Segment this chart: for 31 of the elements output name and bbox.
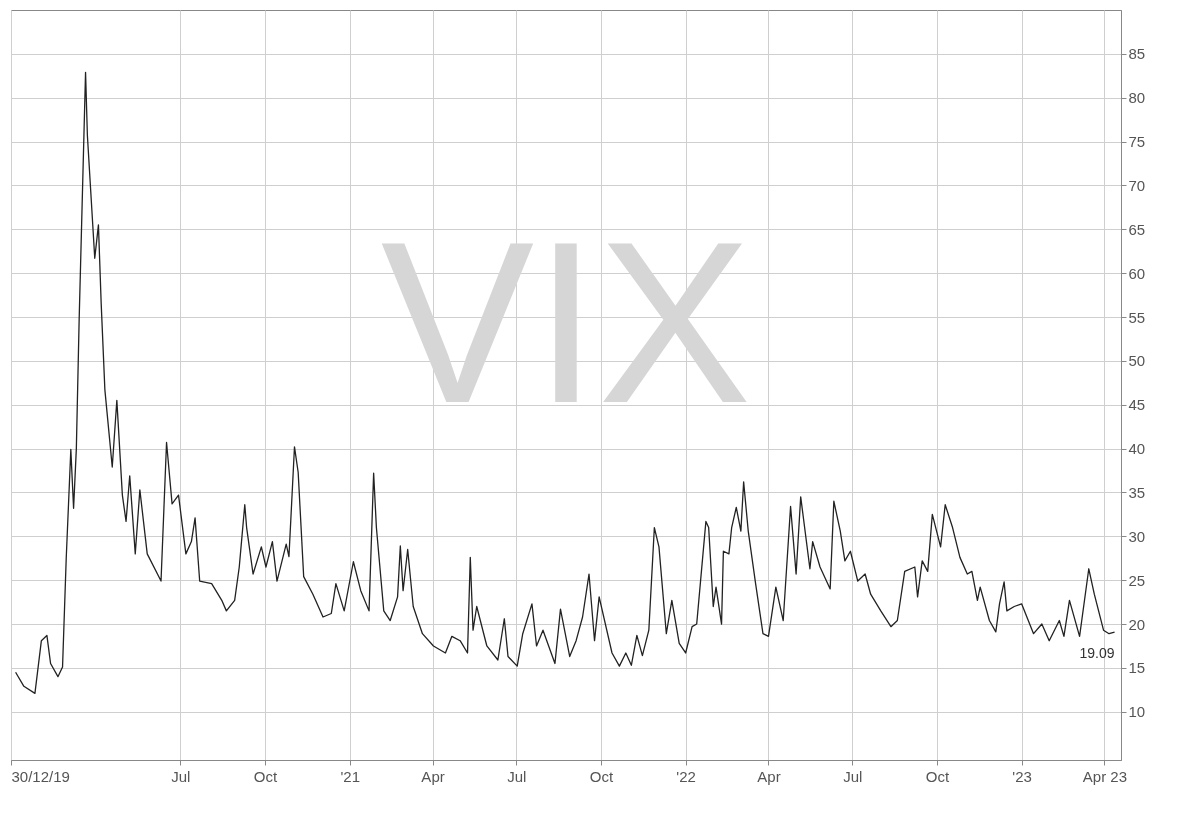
y-tick-label: 50 — [1128, 352, 1146, 370]
x-tick-label: Oct — [589, 767, 614, 785]
y-tick-label: 45 — [1128, 396, 1146, 414]
y-tick-label: 40 — [1128, 440, 1146, 458]
y-tick-label: 60 — [1128, 264, 1146, 282]
x-tick-label: Apr 23 — [1082, 767, 1128, 785]
y-tick-label: 75 — [1128, 133, 1146, 151]
x-tick-label: Jul — [171, 767, 191, 785]
y-tick-label: 70 — [1128, 176, 1146, 194]
y-tick-label: 25 — [1128, 571, 1146, 589]
y-tick-label: 80 — [1128, 89, 1146, 107]
x-tick-label: Jul — [507, 767, 527, 785]
annotation: 19.09 — [1079, 645, 1115, 662]
x-tick-label: Apr — [757, 767, 781, 785]
y-tick-label: 20 — [1128, 615, 1146, 633]
y-tick-label: 15 — [1128, 659, 1146, 677]
x-tick-label: '23 — [1012, 767, 1032, 785]
x-tick-label: Apr — [421, 767, 445, 785]
x-tick-label: Oct — [253, 767, 279, 785]
x-tick-label: '22 — [676, 767, 696, 785]
y-tick-label: 10 — [1128, 703, 1146, 721]
y-tick-label: 85 — [1128, 45, 1146, 63]
x-tick-label: 30/12/19 — [11, 767, 70, 785]
x-tick-label: Jul — [843, 767, 863, 785]
x-tick-label: Oct — [925, 767, 950, 785]
y-tick-label: 35 — [1128, 483, 1146, 501]
y-tick-label: 30 — [1128, 527, 1146, 545]
y-tick-label: 65 — [1128, 220, 1146, 238]
x-tick-label: '21 — [340, 767, 360, 785]
line-series — [14, 71, 1116, 694]
y-tick-label: 55 — [1128, 308, 1146, 326]
